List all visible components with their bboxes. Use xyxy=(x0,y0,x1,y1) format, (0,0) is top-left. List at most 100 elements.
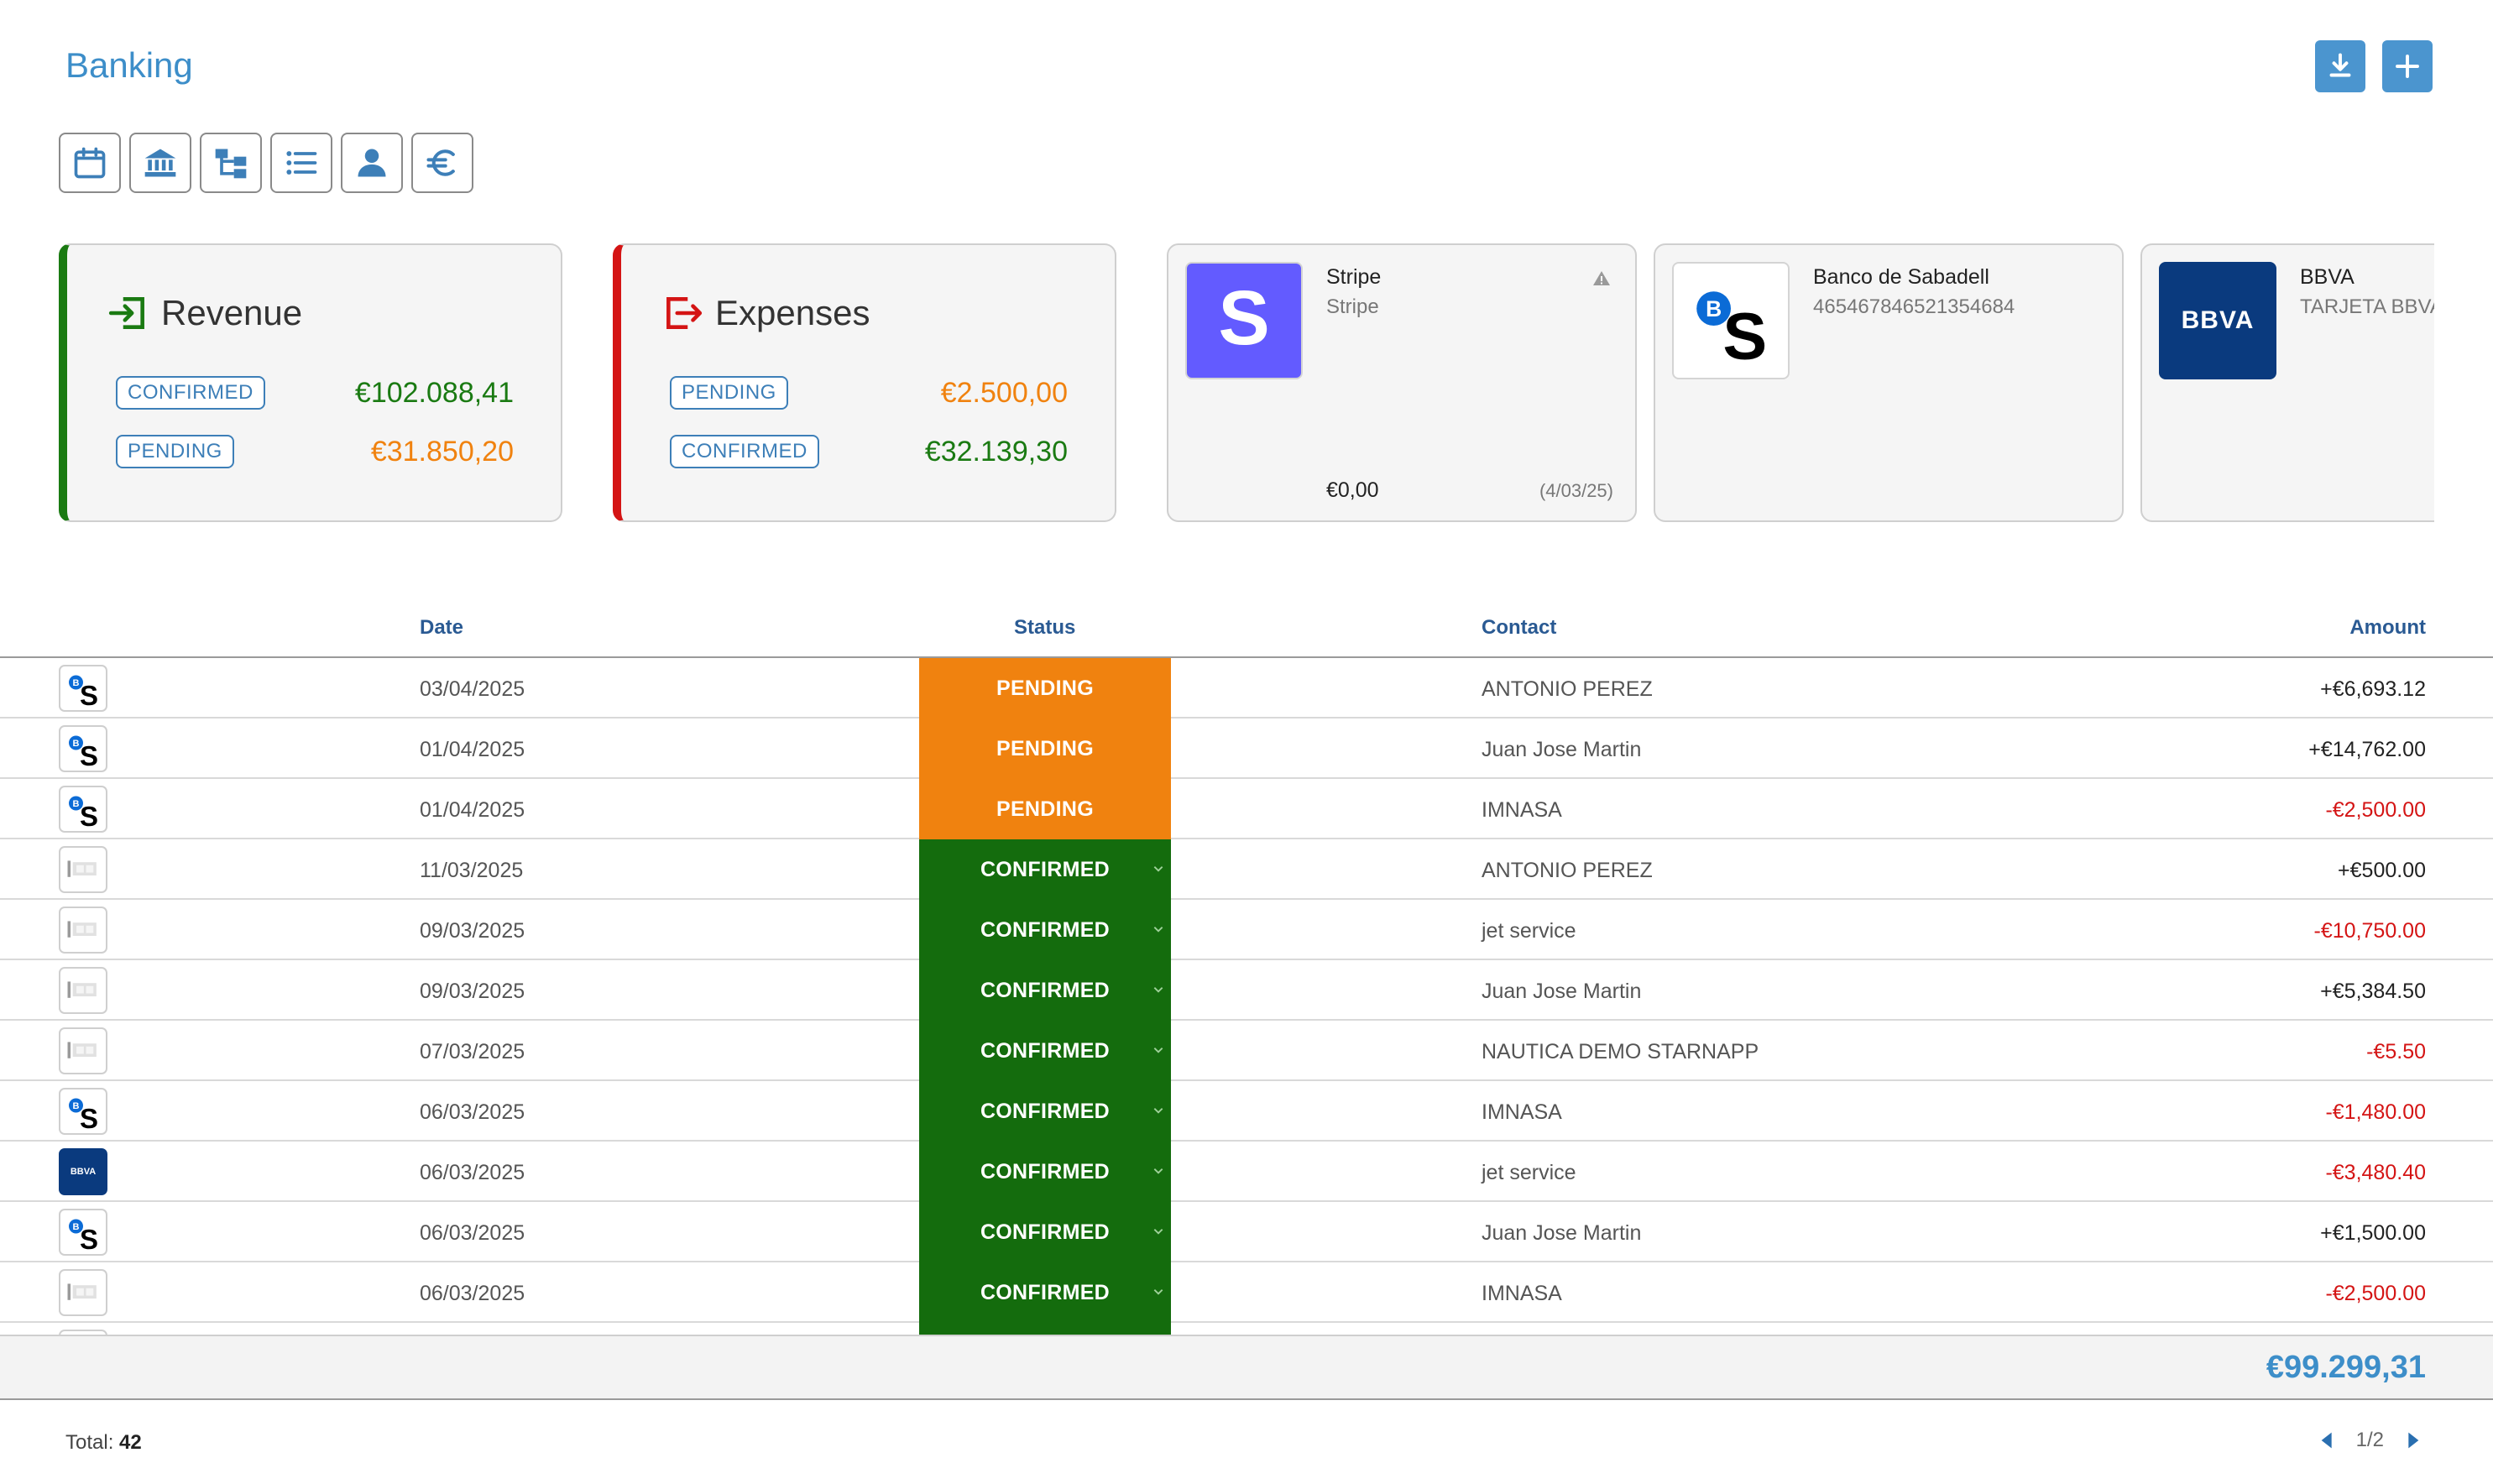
svg-text:S: S xyxy=(80,680,98,709)
revenue-pending-amount: €31.850,20 xyxy=(370,435,514,468)
account-card-stripe[interactable]: S Stripe Stripe €0,00 (4/03/25) xyxy=(1167,243,1637,522)
table-row[interactable]: 06/03/2025 CONFIRMED IMNASA -€2,500.00 xyxy=(0,1262,2493,1323)
chevron-down-icon xyxy=(1153,1108,1163,1114)
status-label: CONFIRMED xyxy=(980,1099,1111,1123)
chevron-down-icon xyxy=(1153,927,1163,933)
table-row[interactable]: 07/03/2025 CONFIRMED NAUTICA DEMO STARNAPP… xyxy=(0,1021,2493,1081)
column-header-status[interactable]: Status xyxy=(1014,616,1076,639)
status-select[interactable]: CONFIRMED xyxy=(919,1202,1171,1262)
row-contact: IMNASA xyxy=(1482,798,1562,822)
status-select[interactable]: CONFIRMED xyxy=(919,1262,1171,1323)
row-date: 06/03/2025 xyxy=(420,1282,525,1305)
table-row[interactable]: 09/03/2025 CONFIRMED jet service -€10,750.0… xyxy=(0,900,2493,960)
row-contact: IMNASA xyxy=(1482,1100,1562,1124)
table-row[interactable]: 09/03/2025 CONFIRMED Juan Jose Martin +€5,3… xyxy=(0,960,2493,1021)
account-sync-date: (4/03/25) xyxy=(1539,480,1613,501)
table-row[interactable]: B S 03/04/2025 PENDING ANTONIO PEREZ +€6,693.… xyxy=(0,658,2493,718)
expenses-card[interactable]: Expenses PENDING €2.500,00 CONFIRMED €32… xyxy=(613,243,1116,522)
svg-text:B: B xyxy=(1706,296,1722,321)
row-amount: -€5.50 xyxy=(2366,1040,2426,1063)
status-select[interactable]: CONFIRMED xyxy=(919,839,1171,900)
table-row[interactable]: B S 06/03/2025 CONFIRMED Juan Jose Martin +€1… xyxy=(0,1202,2493,1262)
status-select[interactable]: CONFIRMED xyxy=(919,1323,1171,1335)
row-contact: ANTONIO PEREZ xyxy=(1482,859,1653,882)
revenue-pending-row: PENDING €31.850,20 xyxy=(116,435,514,468)
row-amount: -€3,480.40 xyxy=(2325,1161,2426,1184)
row-contact: IMNASA xyxy=(1482,1282,1562,1305)
account-subtitle: Stripe xyxy=(1326,295,1379,318)
expenses-confirmed-amount: €32.139,30 xyxy=(924,435,1068,468)
prev-page-button[interactable] xyxy=(2314,1425,2338,1455)
add-button[interactable] xyxy=(2382,40,2433,92)
table-row[interactable]: BBVA 06/03/2025 CONFIRMED jet service -€3,48… xyxy=(0,1142,2493,1202)
column-header-amount[interactable]: Amount xyxy=(2349,616,2426,639)
row-date: 06/03/2025 xyxy=(420,1161,525,1184)
status-label: CONFIRMED xyxy=(980,1220,1111,1244)
status-label: PENDING xyxy=(996,676,1094,700)
expenses-header: Expenses xyxy=(661,292,870,334)
next-page-button[interactable] xyxy=(2402,1425,2426,1455)
generic-logo xyxy=(59,1330,107,1335)
status-select[interactable]: CONFIRMED xyxy=(919,1021,1171,1081)
row-date: 09/03/2025 xyxy=(420,919,525,943)
status-select[interactable]: PENDING xyxy=(919,779,1171,839)
status-select[interactable]: CONFIRMED xyxy=(919,960,1171,1021)
status-label: CONFIRMED xyxy=(980,1280,1111,1304)
expenses-title: Expenses xyxy=(715,293,870,332)
row-contact: ANTONIO PEREZ xyxy=(1482,677,1653,701)
date-filter-button[interactable] xyxy=(59,133,121,193)
person-icon xyxy=(358,149,386,177)
contact-filter-button[interactable] xyxy=(341,133,403,193)
account-card-bbva[interactable]: BBVA BBVA TARJETA BBVA xyxy=(2140,243,2434,522)
list-filter-button[interactable] xyxy=(270,133,332,193)
revenue-header: Revenue xyxy=(107,292,302,334)
row-amount: +€6,693.12 xyxy=(2320,677,2426,701)
bank-filter-button[interactable] xyxy=(129,133,191,193)
account-subtitle: TARJETA BBVA xyxy=(2300,295,2434,318)
table-row[interactable]: B S 01/04/2025 PENDING IMNASA -€2,500.00 xyxy=(0,779,2493,839)
table-row[interactable]: CONFIRMED xyxy=(0,1323,2493,1335)
revenue-card[interactable]: Revenue CONFIRMED €102.088,41 PENDING €3… xyxy=(59,243,562,522)
plus-icon xyxy=(2396,55,2419,78)
column-header-contact[interactable]: Contact xyxy=(1482,616,1557,639)
table-footer: €99.299,31 xyxy=(0,1335,2493,1400)
row-date: 03/04/2025 xyxy=(420,677,525,701)
status-select[interactable]: CONFIRMED xyxy=(919,1142,1171,1202)
row-contact: NAUTICA DEMO STARNAPP xyxy=(1482,1040,1759,1063)
pagination: 1/2 xyxy=(2314,1425,2426,1455)
account-name: Banco de Sabadell xyxy=(1813,265,1989,289)
generic-logo xyxy=(59,846,107,893)
row-contact: jet service xyxy=(1482,1161,1576,1184)
status-label: PENDING xyxy=(996,736,1094,760)
download-button[interactable] xyxy=(2315,40,2365,92)
account-name: Stripe xyxy=(1326,265,1382,289)
column-header-date[interactable]: Date xyxy=(420,616,464,639)
revenue-confirmed-row: CONFIRMED €102.088,41 xyxy=(116,376,514,410)
status-select[interactable]: PENDING xyxy=(919,658,1171,718)
warning-icon[interactable] xyxy=(1591,269,1612,289)
calendar-icon xyxy=(74,147,106,179)
status-select[interactable]: CONFIRMED xyxy=(919,900,1171,960)
expenses-pending-row: PENDING €2.500,00 xyxy=(670,376,1068,410)
status-select[interactable]: CONFIRMED xyxy=(919,1081,1171,1142)
euro-icon xyxy=(426,149,455,176)
svg-text:S: S xyxy=(1218,279,1269,361)
list-icon xyxy=(286,151,317,175)
row-date: 06/03/2025 xyxy=(420,1221,525,1245)
chevron-down-icon xyxy=(1153,1289,1163,1295)
svg-text:B: B xyxy=(73,739,80,749)
status-select[interactable]: PENDING xyxy=(919,718,1171,779)
row-date: 11/03/2025 xyxy=(420,859,524,882)
account-number: 465467846521354684 xyxy=(1813,295,2015,318)
table-row[interactable]: B S 06/03/2025 CONFIRMED IMNASA -€1,480.00 xyxy=(0,1081,2493,1142)
amount-filter-button[interactable] xyxy=(411,133,473,193)
svg-text:B: B xyxy=(73,799,80,809)
category-filter-button[interactable] xyxy=(200,133,262,193)
table-row[interactable]: B S 01/04/2025 PENDING Juan Jose Martin +€14,… xyxy=(0,718,2493,779)
table-row[interactable]: 11/03/2025 CONFIRMED ANTONIO PEREZ +€500.00 xyxy=(0,839,2493,900)
status-label: CONFIRMED xyxy=(980,1159,1111,1184)
svg-text:S: S xyxy=(1722,299,1767,371)
account-name: BBVA xyxy=(2300,265,2354,289)
